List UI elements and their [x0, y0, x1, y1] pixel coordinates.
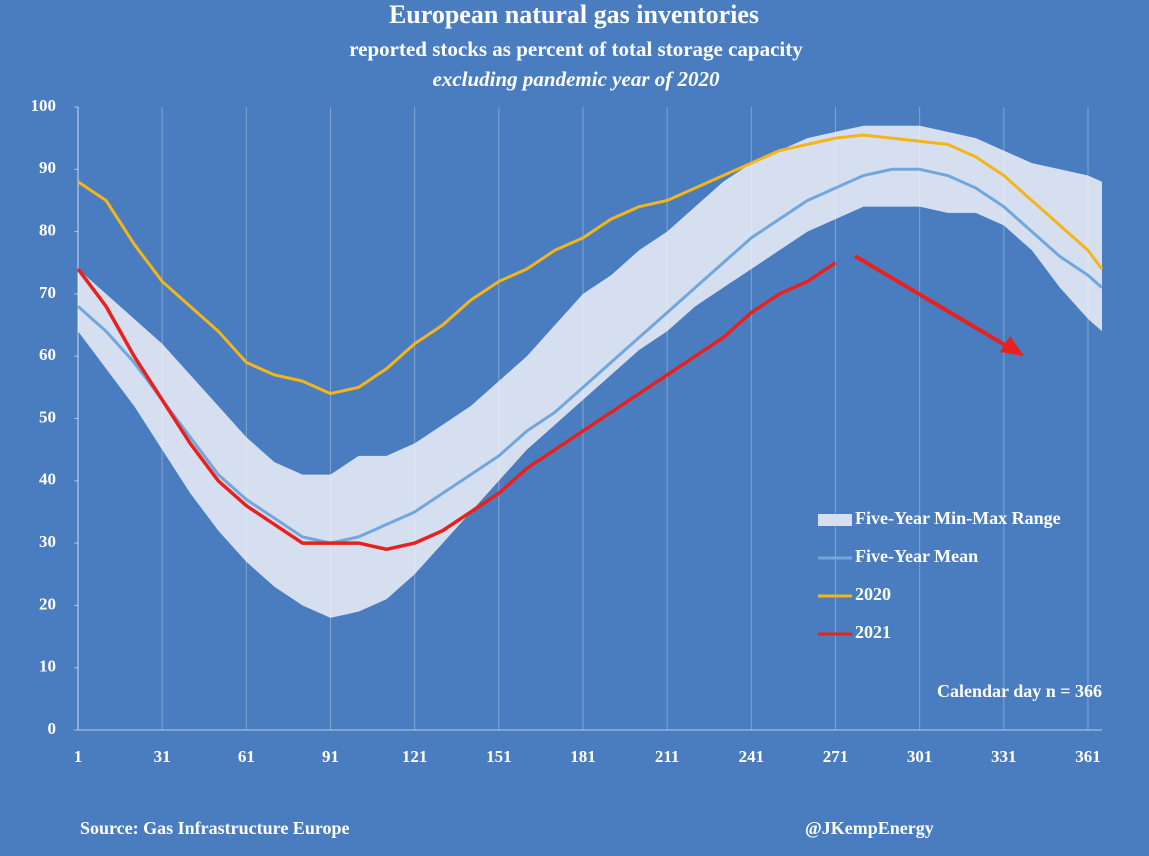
x-tick-label: 151 [486, 747, 512, 766]
x-tick-label: 361 [1075, 747, 1101, 766]
y-tick-label: 30 [39, 532, 56, 551]
x-tick-label: 271 [823, 747, 849, 766]
chart-subtitle-2: excluding pandemic year of 2020 [433, 67, 720, 91]
y-tick-label: 90 [39, 158, 56, 177]
credit: @JKempEnergy [805, 818, 934, 838]
x-tick-label: 241 [739, 747, 765, 766]
series-line [77, 167, 1103, 545]
y-tick-label: 70 [39, 283, 56, 302]
y-tick-label: 10 [39, 657, 56, 676]
range-area [78, 125, 1102, 618]
x-tick-label: 181 [570, 747, 596, 766]
y-tick-label: 80 [39, 221, 56, 240]
arrow-head [1000, 336, 1024, 356]
series-line [76, 261, 837, 552]
legend-label: 2020 [855, 584, 891, 604]
y-tick-label: 50 [39, 407, 56, 426]
y-tick-label: 20 [39, 594, 56, 613]
legend-swatch [818, 514, 852, 526]
x-tick-label: 301 [907, 747, 933, 766]
legend-label: Five-Year Mean [855, 546, 978, 566]
source: Source: Gas Infrastructure Europe [80, 818, 350, 838]
legend-label: Five-Year Min-Max Range [855, 508, 1061, 528]
x-tick-label: 331 [991, 747, 1017, 766]
y-tick-label: 100 [31, 96, 57, 115]
chart-subtitle: reported stocks as percent of total stor… [349, 37, 803, 61]
x-tick-label: 1 [74, 747, 83, 766]
x-tick-label: 31 [154, 747, 171, 766]
y-tick-label: 60 [39, 345, 56, 364]
y-tick-label: 0 [48, 719, 57, 738]
plot-area: 1 31 61 91 121 151 181 211 241 271 301 331 361 0 10 20 3… [31, 96, 1104, 766]
series-line [77, 133, 1104, 396]
annotation: Calendar day n = 366 [937, 681, 1102, 701]
x-tick-label: 91 [322, 747, 339, 766]
arrow-shaft [853, 254, 1012, 350]
x-tick-label: 211 [655, 747, 680, 766]
legend-label: 2021 [855, 622, 891, 642]
chart-title: European natural gas inventories [389, 0, 759, 29]
x-tick-label: 121 [402, 747, 428, 766]
arrow [853, 254, 1024, 356]
x-tick-label: 61 [238, 747, 255, 766]
y-tick-label: 40 [39, 470, 56, 489]
